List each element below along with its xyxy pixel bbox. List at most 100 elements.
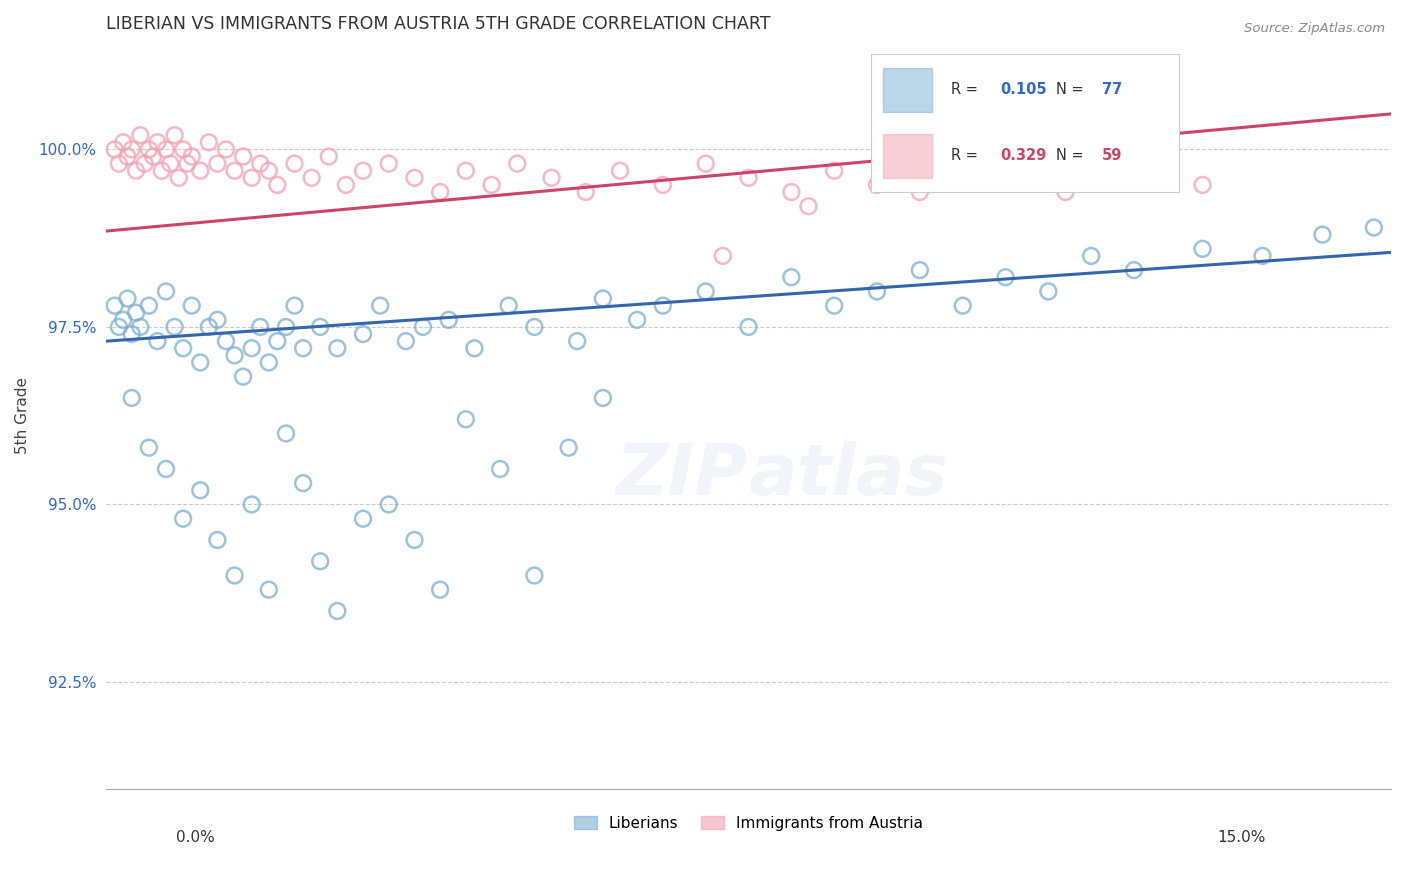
Point bbox=[121, 391, 143, 405]
Point bbox=[266, 334, 288, 348]
Point bbox=[489, 462, 512, 476]
Point bbox=[108, 156, 131, 170]
Point bbox=[429, 185, 451, 199]
Point bbox=[506, 156, 529, 170]
Point bbox=[908, 185, 931, 199]
Point bbox=[207, 533, 229, 547]
Text: Source: ZipAtlas.com: Source: ZipAtlas.com bbox=[1244, 22, 1385, 36]
Point bbox=[155, 142, 177, 156]
Point bbox=[994, 270, 1017, 285]
Point bbox=[121, 142, 143, 156]
Point bbox=[326, 341, 349, 355]
Point bbox=[908, 263, 931, 277]
Point bbox=[823, 299, 845, 313]
Point bbox=[125, 163, 148, 178]
Point bbox=[737, 320, 759, 334]
Point bbox=[368, 299, 391, 313]
Point bbox=[404, 170, 426, 185]
Point bbox=[609, 163, 631, 178]
Point bbox=[335, 178, 357, 192]
Point bbox=[1251, 249, 1274, 263]
Point bbox=[429, 582, 451, 597]
Point bbox=[994, 170, 1017, 185]
Point bbox=[112, 313, 135, 327]
Point bbox=[159, 156, 181, 170]
Point bbox=[377, 498, 399, 512]
Point bbox=[138, 299, 160, 313]
Point bbox=[352, 163, 374, 178]
Point bbox=[395, 334, 418, 348]
Point bbox=[188, 163, 211, 178]
Point bbox=[1080, 249, 1102, 263]
Point bbox=[167, 170, 190, 185]
Point bbox=[592, 391, 614, 405]
Point bbox=[224, 163, 246, 178]
Point bbox=[309, 554, 332, 568]
Point bbox=[651, 299, 673, 313]
Point bbox=[309, 320, 332, 334]
Point bbox=[129, 128, 152, 143]
Point bbox=[207, 156, 229, 170]
Point bbox=[257, 582, 280, 597]
Text: 15.0%: 15.0% bbox=[1218, 830, 1265, 845]
Point bbox=[1054, 185, 1077, 199]
Point bbox=[117, 292, 139, 306]
Point bbox=[711, 249, 734, 263]
Point bbox=[567, 334, 589, 348]
Point bbox=[318, 149, 340, 163]
Point bbox=[207, 313, 229, 327]
Point bbox=[651, 178, 673, 192]
Point bbox=[377, 156, 399, 170]
Point bbox=[150, 163, 173, 178]
Text: atlas: atlas bbox=[748, 441, 948, 510]
Point bbox=[575, 185, 598, 199]
Point bbox=[780, 270, 803, 285]
Point bbox=[249, 156, 271, 170]
Point bbox=[274, 320, 297, 334]
Point bbox=[557, 441, 579, 455]
Point bbox=[146, 136, 169, 150]
Point bbox=[232, 369, 254, 384]
Point bbox=[695, 156, 717, 170]
Point bbox=[104, 299, 127, 313]
Point bbox=[232, 149, 254, 163]
Point bbox=[737, 170, 759, 185]
Point bbox=[292, 476, 315, 491]
Point bbox=[198, 136, 221, 150]
Point bbox=[823, 163, 845, 178]
Point bbox=[352, 511, 374, 525]
Point bbox=[626, 313, 648, 327]
Point bbox=[112, 136, 135, 150]
Point bbox=[180, 149, 202, 163]
Point bbox=[935, 156, 957, 170]
Point bbox=[240, 341, 263, 355]
Point bbox=[463, 341, 485, 355]
Point bbox=[797, 199, 820, 213]
Point bbox=[523, 568, 546, 582]
Point bbox=[352, 326, 374, 341]
Point bbox=[1191, 178, 1213, 192]
Point bbox=[240, 498, 263, 512]
Point bbox=[146, 334, 169, 348]
Point bbox=[117, 149, 139, 163]
Point bbox=[274, 426, 297, 441]
Text: LIBERIAN VS IMMIGRANTS FROM AUSTRIA 5TH GRADE CORRELATION CHART: LIBERIAN VS IMMIGRANTS FROM AUSTRIA 5TH … bbox=[105, 15, 770, 33]
Point bbox=[283, 156, 305, 170]
Point bbox=[404, 533, 426, 547]
Point bbox=[866, 178, 889, 192]
Point bbox=[188, 355, 211, 369]
Point bbox=[257, 355, 280, 369]
Point bbox=[240, 170, 263, 185]
Point bbox=[266, 178, 288, 192]
Point bbox=[454, 412, 477, 426]
Text: 0.0%: 0.0% bbox=[176, 830, 215, 845]
Point bbox=[1038, 285, 1060, 299]
Point bbox=[523, 320, 546, 334]
Point bbox=[129, 320, 152, 334]
Point bbox=[540, 170, 562, 185]
Point bbox=[172, 341, 194, 355]
Point bbox=[104, 142, 127, 156]
Point bbox=[292, 341, 315, 355]
Point bbox=[1362, 220, 1385, 235]
Point bbox=[142, 149, 165, 163]
